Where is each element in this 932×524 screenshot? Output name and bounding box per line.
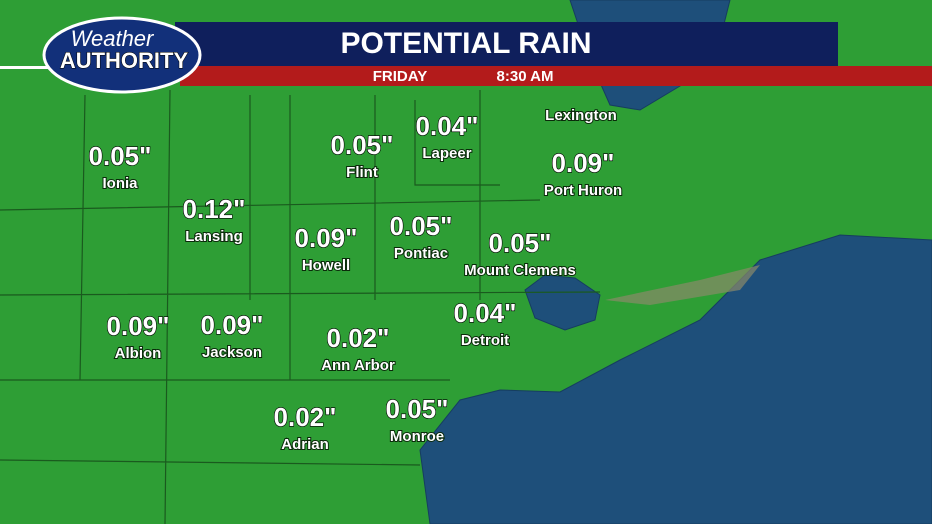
rain-value: 0.05" (390, 211, 453, 241)
city-name: Ann Arbor (321, 357, 395, 374)
island (605, 265, 760, 305)
rain-value: 0.05" (331, 130, 394, 160)
city-name: Port Huron (544, 182, 622, 199)
city-name: Mount Clemens (464, 262, 576, 279)
rain-value: 0.02" (327, 323, 390, 353)
city-name: Lapeer (422, 145, 471, 162)
rain-value: 0.04" (454, 298, 517, 328)
rain-value: 0.12" (183, 194, 246, 224)
rain-value: 0.09" (107, 311, 170, 341)
title-bar (175, 22, 838, 66)
city-name: Jackson (202, 344, 262, 361)
time: 8:30 AM (497, 68, 554, 85)
accent-line (0, 66, 60, 69)
city-name: Lexington (545, 107, 617, 124)
rain-value: 0.09" (201, 310, 264, 340)
day: FRIDAY (373, 68, 427, 85)
county-lines (0, 89, 601, 524)
city-name: Detroit (461, 332, 509, 349)
rain-value: 0.04" (416, 111, 479, 141)
title: POTENTIAL RAIN (340, 27, 591, 60)
rain-value: 0.05" (89, 141, 152, 171)
rain-value: 0.05" (489, 228, 552, 258)
rain-value: 0.02" (274, 402, 337, 432)
logo-top: Weather (71, 26, 155, 51)
city-name: Howell (302, 257, 350, 274)
rain-value: 0.09" (295, 223, 358, 253)
city-name: Flint (346, 164, 378, 181)
logo-bottom: AUTHORITY (60, 48, 189, 73)
city-name: Lansing (185, 228, 243, 245)
logo (42, 16, 202, 94)
rain-value: 0.05" (386, 394, 449, 424)
city-name: Ionia (102, 175, 138, 192)
city-name: Albion (115, 345, 162, 362)
city-name: Adrian (281, 436, 329, 453)
rain-value: 0.09" (552, 148, 615, 178)
city-name: Monroe (390, 428, 444, 445)
city-name: Pontiac (394, 245, 448, 262)
sub-bar (180, 66, 932, 86)
